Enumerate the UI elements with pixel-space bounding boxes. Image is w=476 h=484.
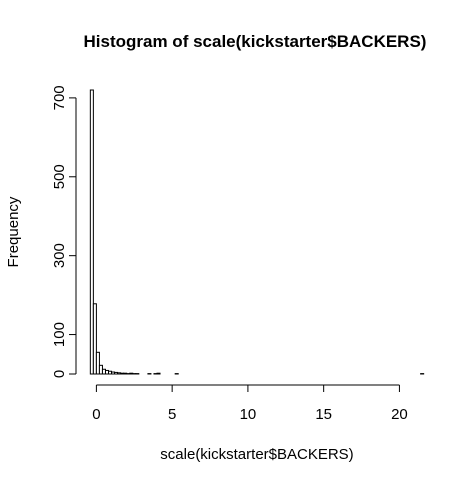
y-tick-label: 700 [51,85,68,110]
y-tick-label: 500 [51,164,68,189]
y-tick-label: 100 [51,322,68,347]
x-tick-label: 20 [391,406,408,423]
bar [92,303,97,375]
y-tick-label: 300 [51,243,68,268]
x-tick-label: 15 [315,406,332,423]
chart-title: Histogram of scale(kickstarter$BACKERS) [84,32,427,51]
bar [156,372,161,375]
x-tick-label: 0 [92,406,100,423]
x-tick-label: 5 [168,406,176,423]
x-axis-label: scale(kickstarter$BACKERS) [160,446,353,463]
bar [89,89,94,375]
y-axis-label: Frequency [5,196,22,267]
x-tick-label: 10 [240,406,257,423]
y-tick-label: 0 [51,370,68,378]
bar [95,351,100,375]
